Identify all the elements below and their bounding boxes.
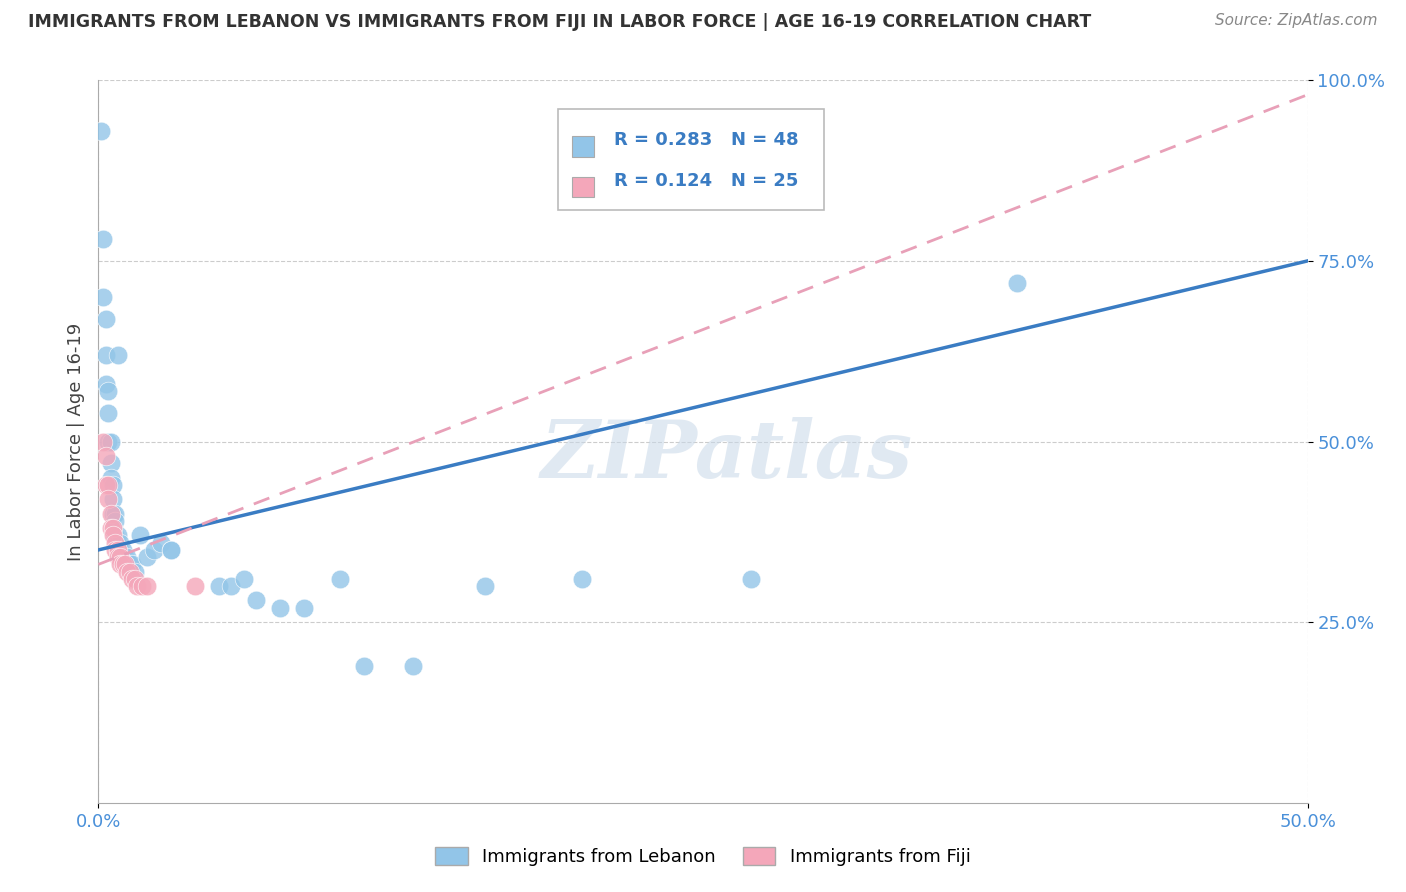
Point [114, 550, 136, 565]
Point [91, 290, 114, 304]
Point [143, 542, 166, 557]
Point [97, 406, 120, 420]
Point [100, 507, 122, 521]
Point [107, 550, 129, 565]
Text: Source: ZipAtlas.com: Source: ZipAtlas.com [1215, 13, 1378, 29]
Point [118, 565, 141, 579]
Point [90, 124, 112, 138]
Point [111, 542, 134, 557]
Point [117, 550, 139, 565]
Point [100, 521, 122, 535]
FancyBboxPatch shape [572, 136, 595, 157]
Point [100, 456, 122, 470]
FancyBboxPatch shape [572, 177, 595, 197]
Text: ZIPatlas: ZIPatlas [541, 417, 914, 495]
Point [121, 558, 143, 572]
Point [135, 579, 157, 593]
Point [97, 478, 120, 492]
Point [97, 492, 120, 507]
Point [107, 528, 129, 542]
Point [329, 572, 352, 586]
Point [121, 572, 143, 586]
Text: R = 0.124   N = 25: R = 0.124 N = 25 [613, 172, 797, 190]
Text: IMMIGRANTS FROM LEBANON VS IMMIGRANTS FROM FIJI IN LABOR FORCE | AGE 16-19 CORRE: IMMIGRANTS FROM LEBANON VS IMMIGRANTS FR… [28, 13, 1091, 31]
Text: R = 0.283   N = 48: R = 0.283 N = 48 [613, 130, 799, 149]
Point [111, 550, 134, 565]
Point [97, 434, 120, 449]
Point [104, 542, 127, 557]
Point [111, 558, 134, 572]
Point [104, 514, 127, 528]
Point [108, 542, 131, 557]
Point [94, 311, 117, 326]
Point [402, 658, 425, 673]
Y-axis label: In Labor Force | Age 16-19: In Labor Force | Age 16-19 [66, 322, 84, 561]
Point [117, 565, 139, 579]
Point [124, 572, 146, 586]
Point [160, 542, 183, 557]
Point [91, 434, 114, 449]
FancyBboxPatch shape [558, 109, 824, 211]
Point [221, 579, 243, 593]
Point [150, 535, 173, 549]
Point [100, 470, 122, 484]
Point [107, 348, 129, 362]
Point [104, 535, 127, 549]
Point [127, 579, 149, 593]
Point [104, 507, 127, 521]
Point [1007, 276, 1029, 290]
Point [101, 492, 124, 507]
Point [474, 579, 496, 593]
Point [107, 542, 129, 557]
Point [131, 579, 153, 593]
Point [94, 376, 117, 391]
Point [135, 550, 157, 565]
Point [94, 478, 117, 492]
Point [269, 600, 291, 615]
Point [91, 232, 114, 246]
Point [108, 535, 131, 549]
Point [292, 600, 315, 615]
Point [101, 528, 124, 542]
Point [128, 528, 150, 542]
Point [101, 478, 124, 492]
Point [245, 593, 267, 607]
Point [353, 658, 375, 673]
Point [101, 507, 124, 521]
Point [97, 384, 120, 398]
Point [100, 434, 122, 449]
Point [118, 558, 141, 572]
Point [104, 528, 127, 542]
Point [108, 558, 131, 572]
Point [114, 558, 136, 572]
Point [101, 521, 124, 535]
Point [94, 348, 117, 362]
Point [94, 449, 117, 463]
Point [208, 579, 231, 593]
Point [108, 550, 131, 565]
Point [160, 542, 183, 557]
Point [124, 565, 146, 579]
Legend: Immigrants from Lebanon, Immigrants from Fiji: Immigrants from Lebanon, Immigrants from… [427, 839, 979, 873]
Point [740, 572, 762, 586]
Point [184, 579, 207, 593]
Point [571, 572, 593, 586]
Point [232, 572, 254, 586]
